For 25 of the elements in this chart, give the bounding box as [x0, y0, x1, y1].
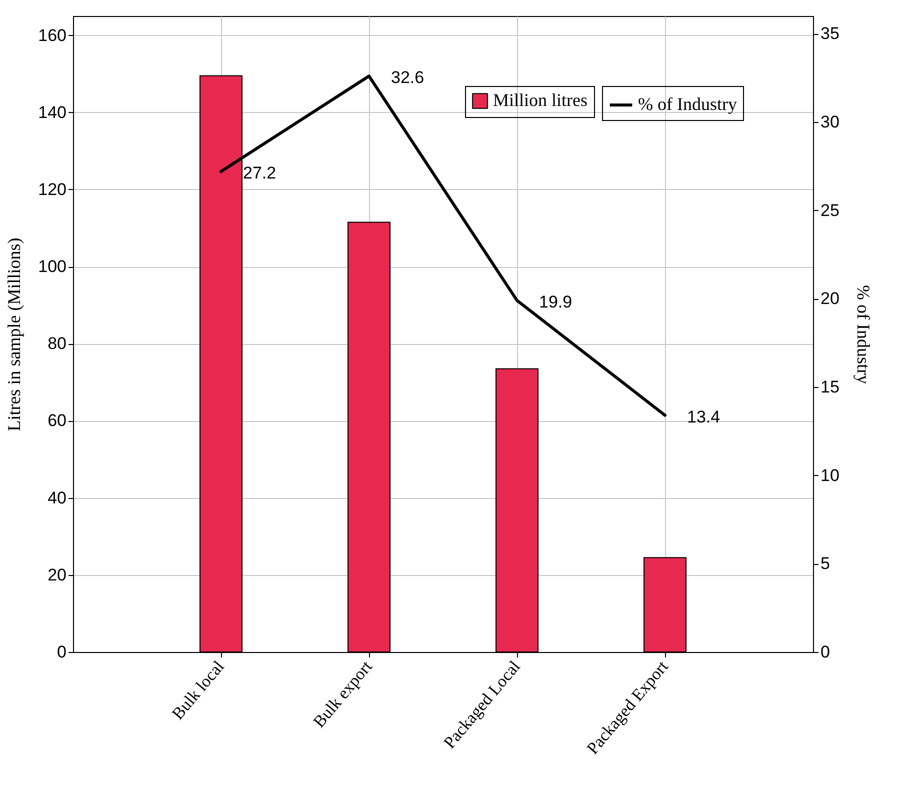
y-tick-label: 0 [57, 642, 66, 662]
y-tick-label: 80 [48, 334, 66, 354]
y-axis-title: Litres in sample (Millions) [4, 238, 24, 432]
y-tick-label: 140 [38, 102, 66, 122]
y2-axis-title: % of Industry [853, 285, 874, 384]
y2-tick-label: 35 [820, 24, 840, 44]
y-tick-label: 100 [38, 257, 66, 276]
y-tick-label: 40 [48, 488, 66, 508]
legend-label: % of Industry [638, 94, 737, 114]
data-label: 32.6 [391, 68, 424, 88]
y-tick-label: 60 [48, 411, 66, 430]
y2-tick-label: 30 [820, 112, 840, 132]
y2-tick-label: 25 [820, 200, 840, 220]
y-tick-label: 160 [38, 26, 66, 45]
y-tick-label: 120 [38, 180, 66, 199]
y2-tick-label: 5 [820, 554, 830, 574]
legend-label: Million litres [493, 90, 588, 110]
data-label: 13.4 [687, 407, 720, 426]
y2-tick-label: 10 [820, 466, 840, 485]
y2-tick-label: 15 [820, 378, 840, 396]
y-tick-label: 20 [48, 565, 66, 584]
data-label: 27.2 [243, 163, 276, 182]
data-label: 19.9 [539, 292, 572, 312]
y2-tick-label: 20 [820, 289, 840, 308]
y2-tick-label: 0 [820, 642, 830, 662]
